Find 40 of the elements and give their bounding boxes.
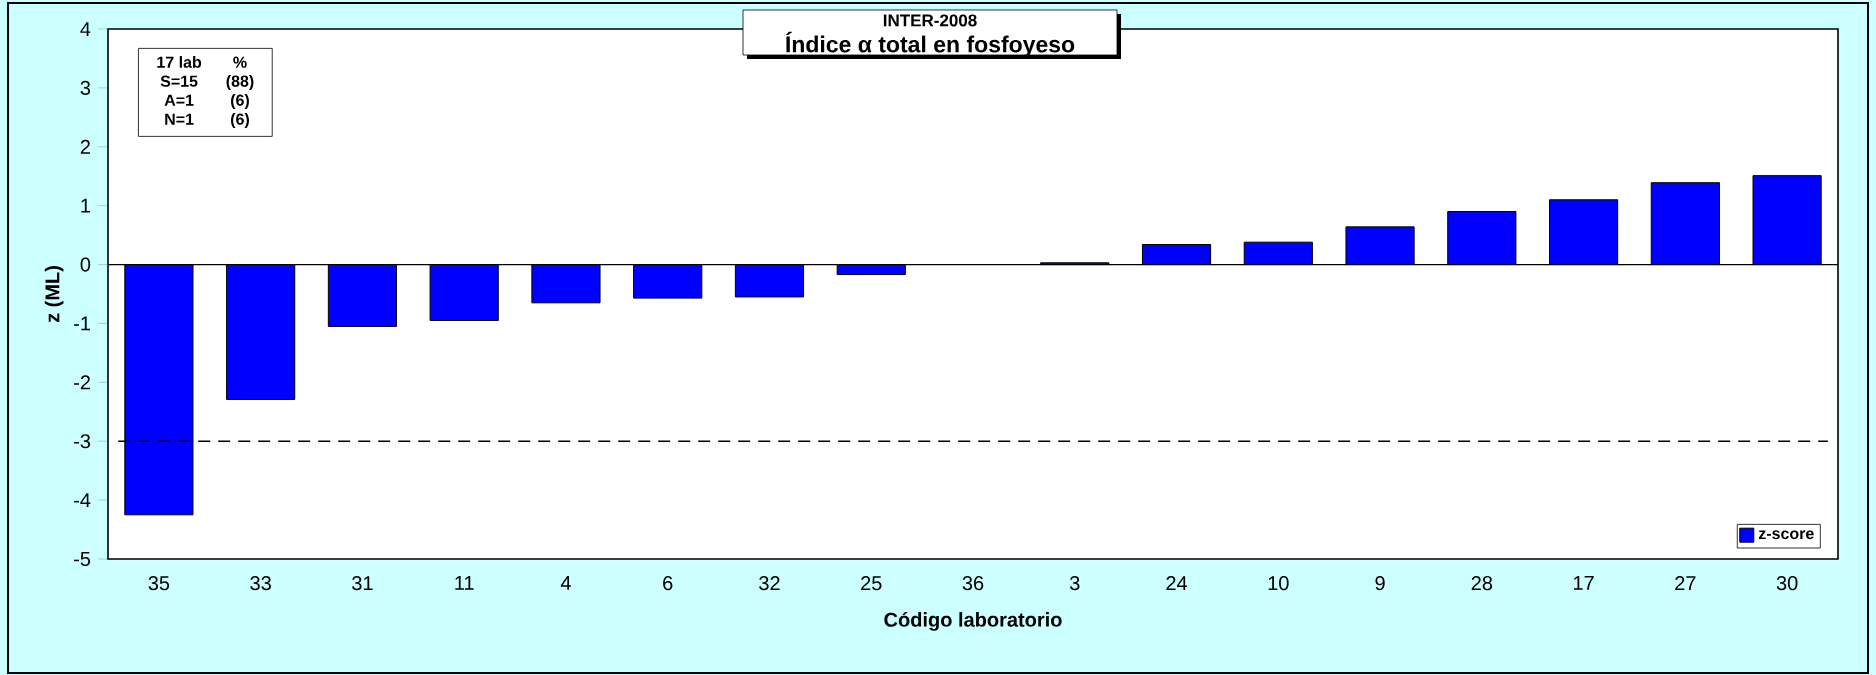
x-tick-label: 10 — [1268, 576, 1289, 591]
y-tick-label: 0 — [80, 257, 91, 272]
annotation: 17 lab — [157, 56, 202, 68]
x-tick-label: 27 — [1675, 576, 1696, 591]
y-tick-label: 2 — [80, 139, 90, 154]
y-tick-label: -5 — [74, 552, 91, 566]
x-tick-label: 35 — [148, 576, 170, 591]
legend-label: z-score — [1758, 530, 1814, 540]
annotation: S=15 — [160, 75, 198, 87]
annotation: (6) — [231, 113, 249, 129]
y-tick-label: -2 — [74, 375, 90, 390]
annotation: (88) — [226, 75, 254, 91]
chart-subtitle: Índice α total en fosfoyeso — [786, 31, 1075, 58]
x-tick-label: 17 — [1574, 576, 1594, 590]
y-tick-label: 3 — [80, 80, 91, 95]
x-tick-label: 4 — [560, 576, 571, 590]
x-tick-label: 30 — [1776, 576, 1798, 591]
x-tick-label: 25 — [861, 576, 882, 591]
y-tick-label: 4 — [80, 22, 91, 36]
annotation: % — [233, 56, 247, 68]
annotation: N=1 — [165, 113, 194, 125]
x-tick-label: 33 — [250, 576, 271, 591]
y-tick-label: -4 — [74, 493, 91, 507]
y-axis-title: z (ML) — [44, 266, 64, 323]
y-tick-label: -3 — [74, 434, 91, 449]
y-tick-label: -1 — [74, 316, 90, 331]
x-tick-label: 32 — [759, 576, 780, 591]
x-tick-label: 11 — [455, 576, 474, 590]
y-tick-label: 1 — [81, 198, 90, 213]
x-tick-label: 9 — [1375, 576, 1385, 591]
x-tick-label: 24 — [1166, 576, 1188, 591]
x-tick-label: 36 — [962, 576, 984, 591]
x-tick-label: 3 — [1069, 576, 1080, 591]
annotation: A=1 — [164, 94, 194, 106]
x-tick-label: 28 — [1471, 576, 1493, 591]
x-axis-title: Código laboratorio — [884, 611, 1062, 631]
x-tick-label: 31 — [352, 576, 373, 591]
annotation: (6) — [231, 94, 249, 110]
chart-title: INTER-2008 — [883, 14, 977, 27]
x-tick-label: 6 — [663, 576, 673, 591]
